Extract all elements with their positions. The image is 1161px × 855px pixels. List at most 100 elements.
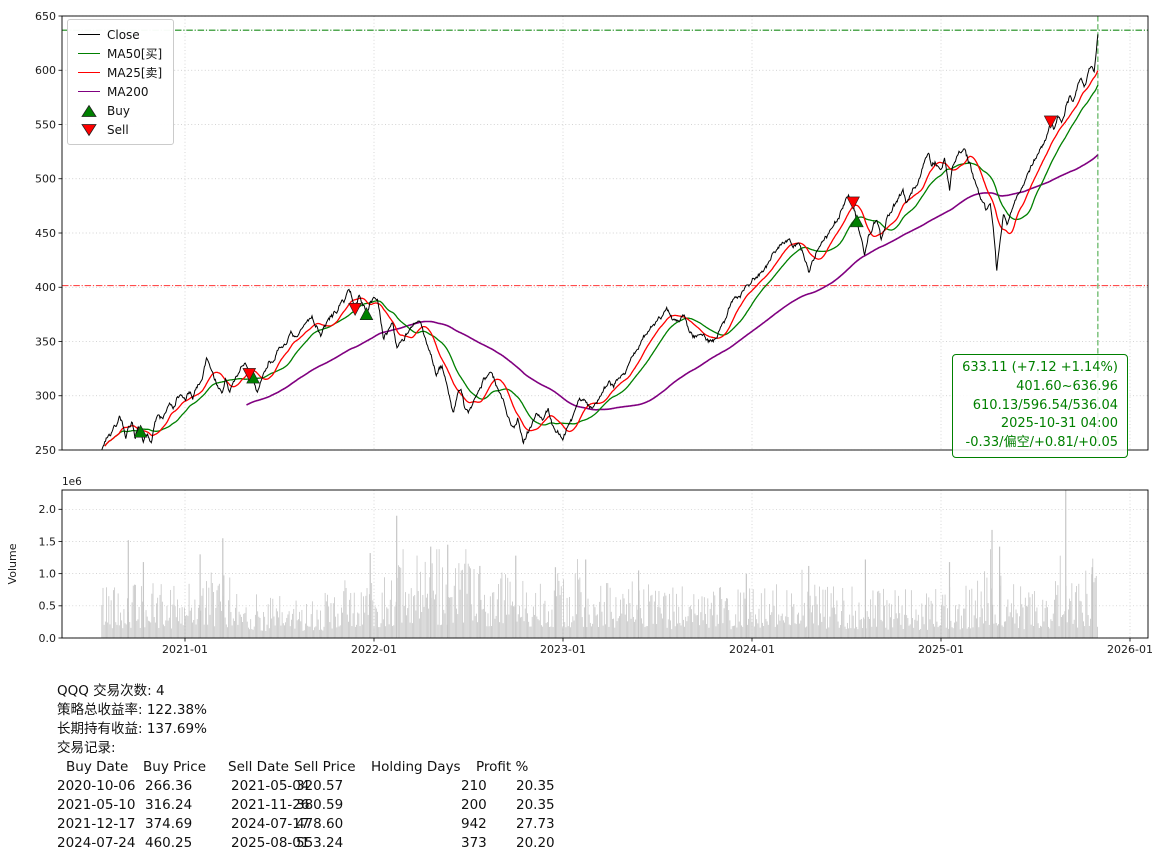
trade-cell: 266.36 xyxy=(145,778,193,794)
trade-row: 2021-05-10 316.24 2021-11-26 380.59 200 20.35 xyxy=(57,796,555,815)
trade-markers xyxy=(133,115,1058,438)
close-line xyxy=(101,34,1099,450)
axis-labels: 250 300 350 400 450 500 550 600 650 0.0 0.5 1.0 1.5 2… xyxy=(6,10,1153,656)
trade-count-line: QQQ 交易次数: 4 xyxy=(57,683,165,699)
trade-cell: 942 xyxy=(461,816,487,832)
buy-marker xyxy=(359,307,374,321)
close-line-swatch xyxy=(76,34,101,35)
axis-ticks xyxy=(58,15,1131,642)
trade-cell: 2024-07-17 xyxy=(231,816,310,832)
x-tick-label: 2021-01 xyxy=(162,643,208,656)
ma50-line xyxy=(104,84,1099,447)
hold-return-line: 长期持有收益: 137.69% xyxy=(57,721,207,737)
trade-row: 2021-12-17 374.69 2024-07-17 478.60 942 27.73 xyxy=(57,815,555,834)
x-tick-label: 2023-01 xyxy=(540,643,586,656)
volume-tick-label: 1.0 xyxy=(39,567,57,580)
buy-marker-icon xyxy=(76,104,101,118)
trade-cell: 20.35 xyxy=(516,778,555,794)
price-tick-label: 400 xyxy=(35,281,56,294)
legend-label: Sell xyxy=(107,122,129,137)
ma200-line-swatch xyxy=(76,91,101,92)
buy-marker xyxy=(850,214,864,228)
legend-label: Buy xyxy=(107,103,130,118)
x-tick-label: 2025-01 xyxy=(918,643,964,656)
x-tick-label: 2022-01 xyxy=(351,643,397,656)
plot-borders xyxy=(61,15,1149,639)
annotation-date-line: 2025-10-31 04:00 xyxy=(1000,416,1118,432)
trade-cell: 27.73 xyxy=(516,816,555,832)
trade-cell: 2021-12-17 xyxy=(57,816,136,832)
price-tick-label: 600 xyxy=(35,64,56,77)
sell-marker-icon xyxy=(76,123,101,137)
price-volume-chart: 250 300 350 400 450 500 550 600 650 0.0 0.5 1.0 1.5 2… xyxy=(6,10,1153,656)
trade-row: 2020-10-06 266.36 2021-05-04 320.57 210 20.35 xyxy=(57,777,555,796)
legend-label: MA50[买] xyxy=(107,47,163,61)
annotation-signal-line: -0.33/偏空/+0.81/+0.05 xyxy=(965,435,1118,451)
ma50-line-swatch xyxy=(76,53,101,54)
price-tick-label: 500 xyxy=(35,173,56,186)
trade-cell: 2021-05-10 xyxy=(57,797,136,813)
price-tick-label: 350 xyxy=(35,335,56,348)
grid xyxy=(62,15,1148,639)
x-tick-label: 2024-01 xyxy=(729,643,775,656)
volume-bars xyxy=(101,490,1098,638)
annotation-price-line: 633.11 (+7.12 +1.14%) xyxy=(962,360,1118,375)
trade-cell: 478.60 xyxy=(296,816,344,832)
annotation-range-line: 401.60~636.96 xyxy=(1016,378,1118,394)
trade-cell: 460.25 xyxy=(145,835,193,851)
trade-cell: 2024-07-24 xyxy=(57,835,136,851)
legend-item-ma50: MA50[买] xyxy=(76,44,162,63)
sell-marker xyxy=(348,303,362,316)
trade-cell: 2021-05-04 xyxy=(231,778,310,794)
trade-cell: 316.24 xyxy=(145,797,193,813)
x-tick-label: 2026-01 xyxy=(1107,643,1153,656)
trades-header-cell: Buy Date xyxy=(66,759,129,775)
trades-header-cell: Sell Date xyxy=(228,759,289,775)
annotation-ma-line: 610.13/596.54/536.04 xyxy=(972,397,1118,413)
legend-item-close: Close xyxy=(76,25,162,44)
summary-panel: QQQ 交易次数: 4 策略总收益率: 122.38% 长期持有收益: 137.… xyxy=(57,682,555,853)
volume-ylabel: Volume xyxy=(6,543,19,584)
strategy-return-line: 策略总收益率: 122.38% xyxy=(57,702,207,718)
trade-cell: 373 xyxy=(461,835,487,851)
price-series xyxy=(101,34,1099,450)
price-tick-label: 450 xyxy=(35,227,56,240)
legend-item-ma200: MA200 xyxy=(76,82,162,101)
legend-item-ma25: MA25[卖] xyxy=(76,63,162,82)
volume-tick-label: 0.5 xyxy=(39,600,57,613)
trades-header-cell: Holding Days xyxy=(371,759,461,775)
price-tick-label: 550 xyxy=(35,118,56,131)
volume-tick-label: 2.0 xyxy=(39,503,57,516)
trade-cell: 2025-08-01 xyxy=(231,835,310,851)
trade-cell: 380.59 xyxy=(296,797,344,813)
ma25-line-swatch xyxy=(76,72,101,73)
volume-offset-label: 1e6 xyxy=(62,476,82,488)
legend-label: Close xyxy=(107,27,140,42)
trades-header-row: Buy Date Buy Price Sell Date Sell Price Hold… xyxy=(57,758,528,777)
sell-marker xyxy=(1043,115,1058,129)
sell-marker xyxy=(242,368,257,382)
volume-tick-label: 0.0 xyxy=(39,632,57,645)
volume-tick-label: 1.5 xyxy=(39,535,57,548)
ma25-line xyxy=(104,70,1099,447)
legend: Close MA50[买] MA25[卖] MA200 Buy Sell xyxy=(67,19,175,145)
trade-log-label: 交易记录: xyxy=(57,740,116,756)
trade-cell: 20.20 xyxy=(516,835,555,851)
trades-table: Buy Date Buy Price Sell Date Sell Price Hold… xyxy=(57,758,555,853)
buy-marker xyxy=(133,424,148,438)
price-tick-label: 650 xyxy=(35,10,56,23)
trade-cell: 20.35 xyxy=(516,797,555,813)
sell-marker xyxy=(846,196,860,210)
trade-cell: 553.24 xyxy=(296,835,344,851)
legend-item-buy: Buy xyxy=(76,101,162,120)
trade-row: 2024-07-24 460.25 2025-08-01 553.24 373 20.20 xyxy=(57,834,555,853)
quote-annotation: 633.11 (+7.12 +1.14%) 401.60~636.96 610.… xyxy=(952,354,1128,458)
legend-label: MA25[卖] xyxy=(107,66,163,80)
trades-header-cell: Profit % xyxy=(476,759,529,775)
trade-cell: 2021-11-26 xyxy=(231,797,310,813)
legend-item-sell: Sell xyxy=(76,120,162,139)
price-tick-label: 300 xyxy=(35,390,56,403)
trade-cell: 210 xyxy=(461,778,487,794)
trade-cell: 320.57 xyxy=(296,778,344,794)
